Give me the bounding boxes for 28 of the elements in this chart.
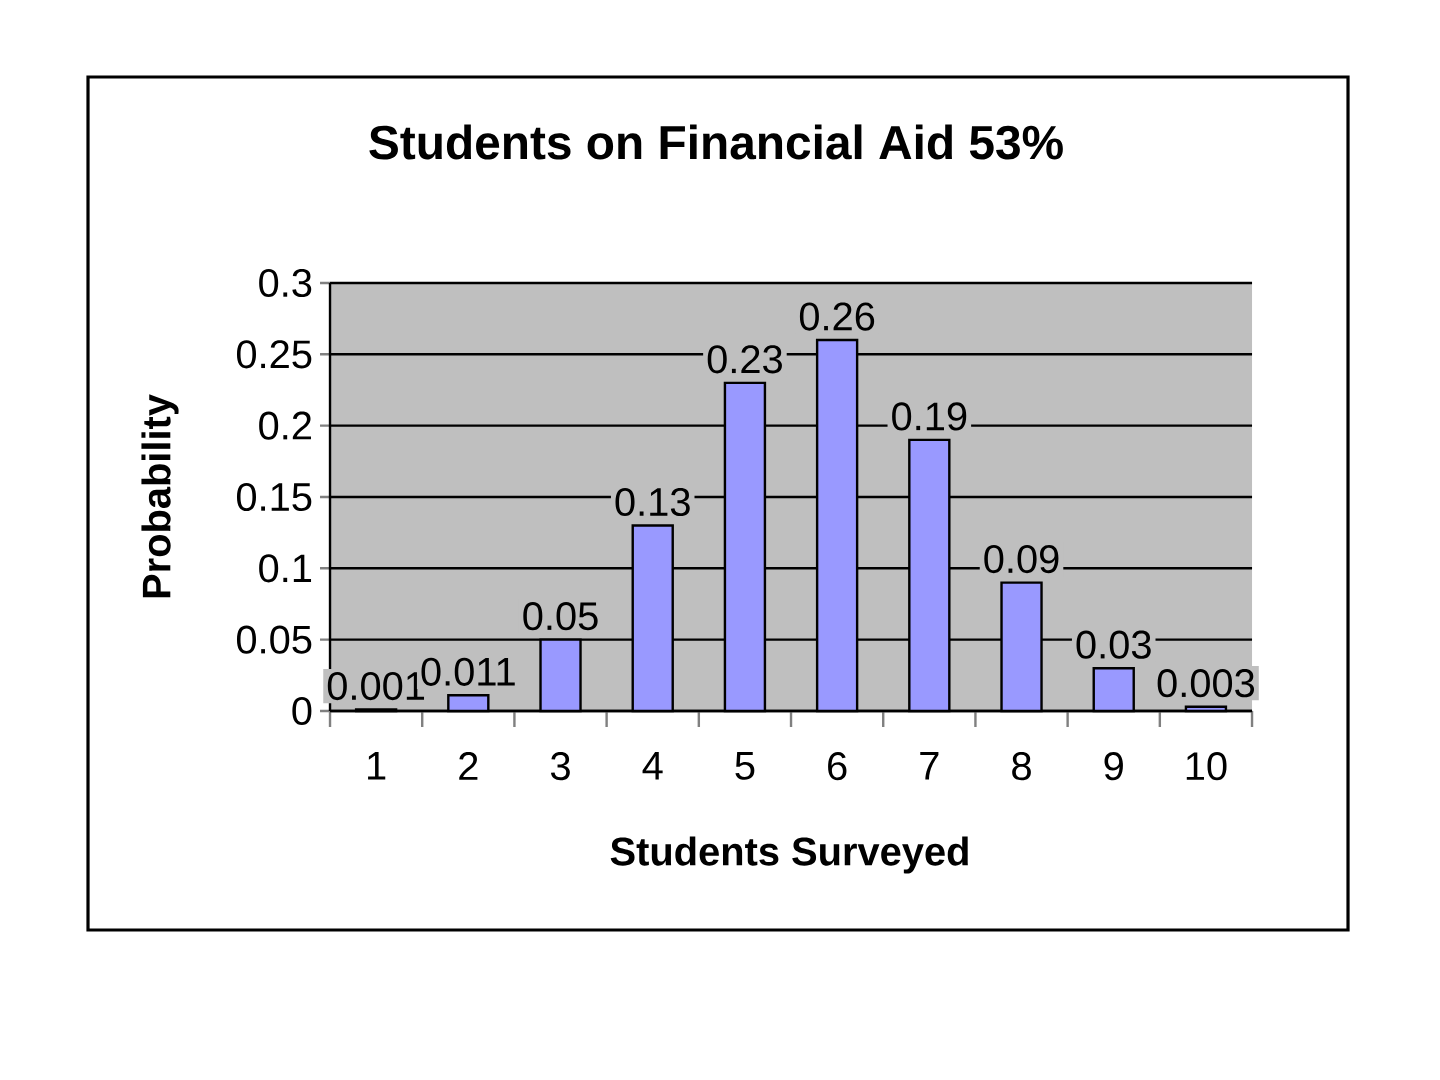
data-label: 0.003 xyxy=(1157,669,1255,698)
x-tick-label: 2 xyxy=(459,752,478,780)
y-tick-label: 0.15 xyxy=(236,482,312,512)
x-tick-label: 6 xyxy=(828,752,847,781)
x-tick-label: 3 xyxy=(550,752,570,781)
x-axis-title: Students Surveyed xyxy=(610,836,968,874)
x-tick-label: 9 xyxy=(1104,752,1123,781)
y-tick-label: 0.2 xyxy=(259,411,311,440)
x-tick-label: 1 xyxy=(368,752,386,780)
x-tick-label: 4 xyxy=(642,752,663,780)
y-tick-label: 0.3 xyxy=(259,268,312,298)
chart-title: Students on Financial Aid 53% xyxy=(369,124,1063,160)
data-label: 0.23 xyxy=(707,345,782,374)
y-axis-title: Probability xyxy=(141,394,179,598)
data-label: 0.09 xyxy=(984,544,1059,574)
x-tick-label: 10 xyxy=(1186,752,1227,781)
y-tick-label: 0.25 xyxy=(236,340,312,369)
y-tick-label: 0.05 xyxy=(236,625,312,654)
data-label: 0.19 xyxy=(892,402,967,431)
y-tick-label: 0 xyxy=(292,696,312,726)
data-label: 0.26 xyxy=(799,302,875,331)
x-tick-label: 5 xyxy=(735,752,755,780)
y-tick-label: 0.1 xyxy=(259,554,312,583)
data-label: 0.05 xyxy=(523,602,598,631)
data-label: 0.03 xyxy=(1076,630,1151,659)
data-label: 0.13 xyxy=(615,487,690,517)
x-tick-label: 8 xyxy=(1012,752,1031,781)
x-tick-label: 7 xyxy=(920,752,939,780)
